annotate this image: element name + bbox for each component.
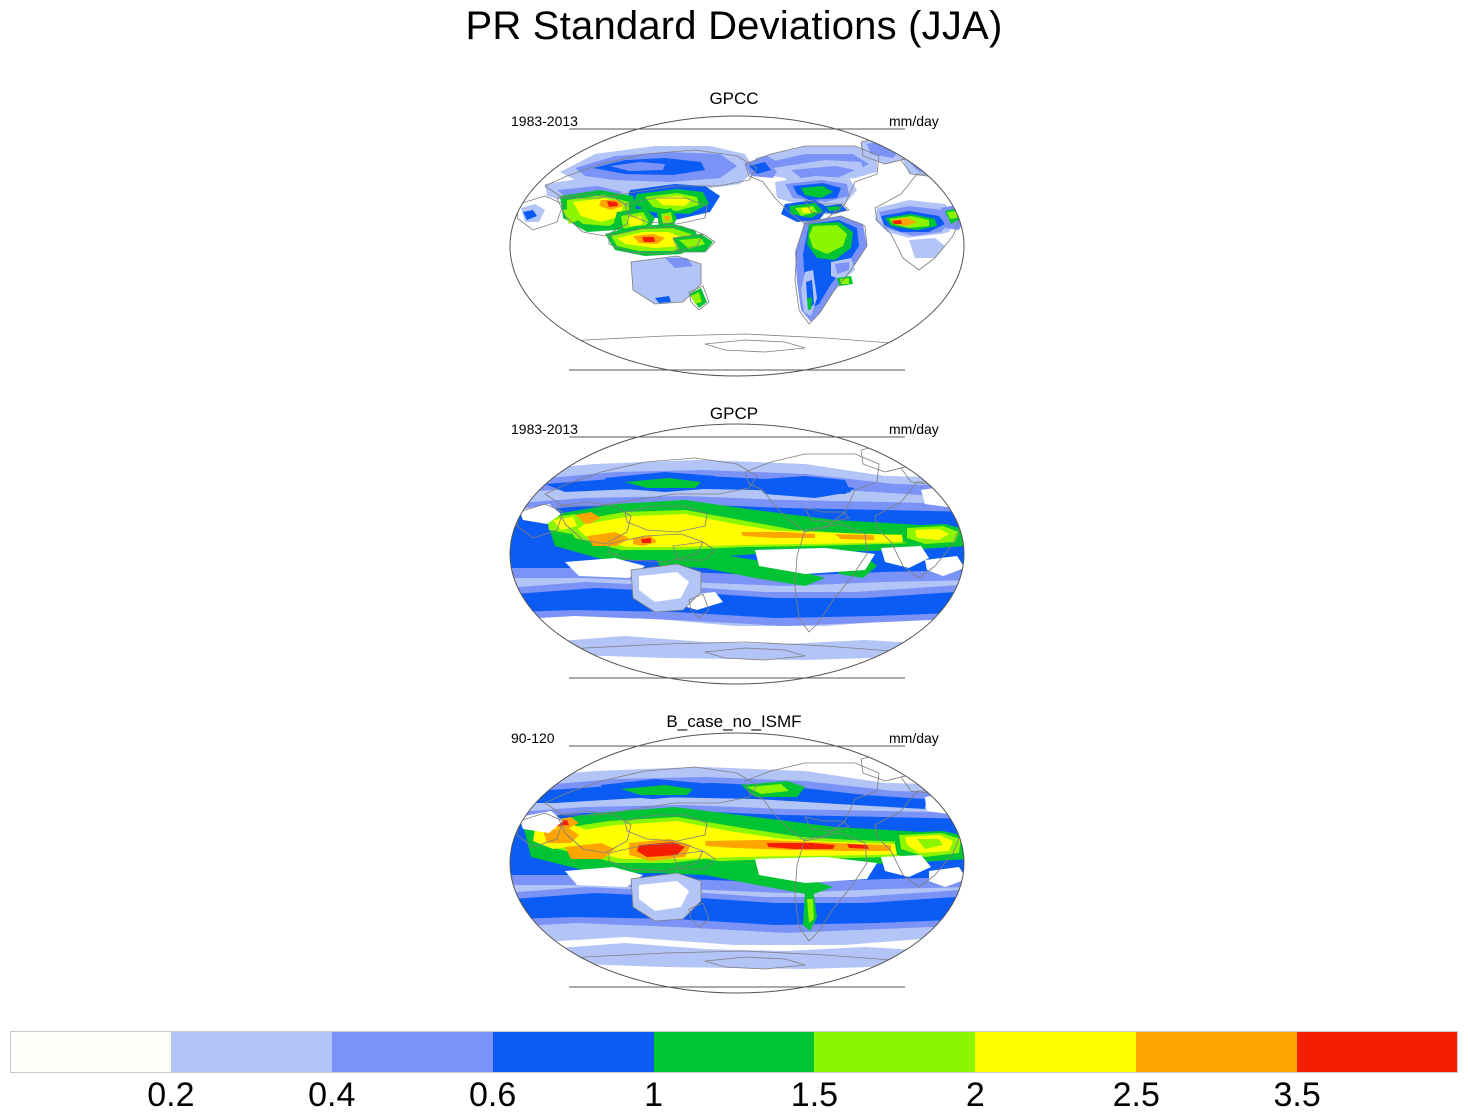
- colorbar: [10, 1031, 1458, 1073]
- panel-period-gpcp: 1983-2013: [511, 421, 578, 437]
- panel-title-model: B_case_no_ISMF: [666, 712, 802, 731]
- colorbar-tick-label: 0.2: [147, 1076, 195, 1114]
- map-svg-gpcp: [509, 423, 965, 685]
- colorbar-tick-label: 0.4: [308, 1076, 356, 1114]
- panel-units-model: mm/day: [889, 730, 939, 746]
- figure-title: PR Standard Deviations (JJA): [465, 4, 1003, 48]
- map-model: [505, 729, 975, 1007]
- colorbar-tick-label: 2: [965, 1076, 985, 1114]
- colorbar-segment: [1136, 1031, 1298, 1073]
- colorbar-segment: [975, 1031, 1137, 1073]
- colorbar-segment: [653, 1031, 815, 1073]
- colorbar-segment: [331, 1031, 493, 1073]
- map-svg-gpcc: [509, 115, 965, 377]
- map-gpcc: [505, 112, 975, 390]
- colorbar-tick-label: 1.5: [790, 1076, 839, 1114]
- colorbar-tick-label: 2.5: [1112, 1076, 1160, 1114]
- colorbar-segment: [492, 1031, 654, 1073]
- map-svg-model: [509, 732, 965, 994]
- colorbar-segment: [1297, 1031, 1458, 1073]
- colorbar-segment: [814, 1031, 976, 1073]
- panel-title-gpcc: GPCC: [709, 89, 759, 108]
- panel-period-gpcc: 1983-2013: [511, 113, 578, 129]
- colorbar-tick-label: 3.5: [1273, 1076, 1321, 1114]
- panel-period-model: 90-120: [511, 730, 555, 746]
- panel-units-gpcp: mm/day: [889, 421, 939, 437]
- colorbar-tick-label: 1: [644, 1076, 664, 1114]
- colorbar-tick-label: 0.6: [469, 1076, 517, 1114]
- map-gpcp: [505, 420, 975, 698]
- panel-units-gpcc: mm/day: [889, 113, 939, 129]
- colorbar-segment: [170, 1031, 332, 1073]
- colorbar-segment: [10, 1031, 171, 1073]
- panel-title-gpcp: GPCP: [709, 404, 759, 423]
